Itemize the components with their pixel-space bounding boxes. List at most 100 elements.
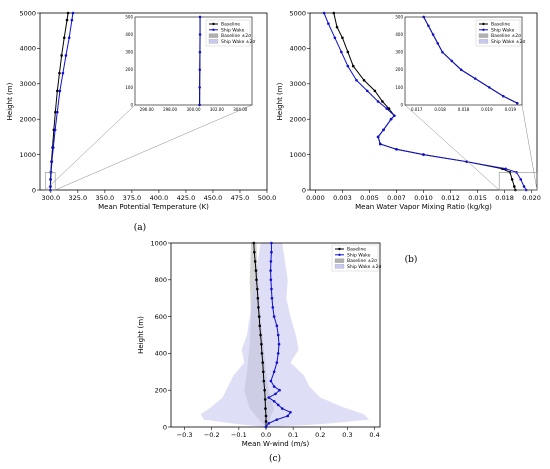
- series-line-baseline: [253, 242, 267, 427]
- data-point: [262, 379, 266, 383]
- data-point: [261, 370, 265, 374]
- data-point: [269, 379, 273, 383]
- data-point: [271, 306, 275, 309]
- data-point: [427, 24, 430, 27]
- legend-entry: Ship Wake: [221, 27, 245, 33]
- data-point: [270, 287, 273, 291]
- data-point: [332, 11, 336, 15]
- data-point: [58, 71, 61, 75]
- zoom-region: [45, 172, 56, 191]
- data-point: [278, 388, 281, 392]
- y-tick-label: 1000: [289, 151, 306, 159]
- data-point: [376, 100, 380, 103]
- x-axis-label: Mean Water Vapor Mixing Ratio (kg/kg): [355, 203, 492, 211]
- y-tick-label: 2000: [289, 116, 306, 124]
- data-point: [269, 269, 272, 272]
- data-point: [64, 54, 68, 57]
- data-point: [275, 361, 279, 364]
- x-tick-label: 0.2: [315, 431, 325, 439]
- x-tick-label: 325.0: [69, 194, 88, 202]
- y-tick-label: 0: [302, 186, 306, 194]
- data-point: [276, 403, 280, 407]
- data-point: [275, 418, 279, 421]
- data-point: [351, 64, 355, 68]
- series-line-ship-wake: [49, 12, 74, 190]
- series-line-ship-wake: [265, 243, 292, 428]
- data-point: [322, 11, 326, 15]
- data-point: [422, 15, 425, 19]
- data-point: [258, 324, 262, 328]
- data-point: [261, 361, 265, 364]
- data-point: [254, 269, 258, 272]
- data-point: [256, 296, 260, 300]
- data-point: [257, 315, 261, 318]
- data-point: [264, 414, 268, 418]
- data-point: [198, 68, 202, 72]
- legend-marker: [338, 247, 341, 251]
- legend-marker: [212, 28, 215, 31]
- sigma-band: [200, 243, 370, 427]
- data-point: [289, 410, 292, 414]
- data-point: [62, 36, 66, 40]
- plot-frame: [170, 242, 381, 428]
- legend-marker: [482, 28, 485, 31]
- inset-y-tick-label: 200: [395, 67, 403, 72]
- data-point: [264, 407, 267, 410]
- y-tick-label: 2000: [19, 116, 36, 124]
- data-point: [257, 306, 260, 309]
- legend-swatch: [208, 39, 219, 44]
- data-point: [198, 86, 201, 89]
- data-point: [519, 178, 523, 181]
- data-point: [67, 36, 71, 40]
- data-point: [382, 128, 385, 132]
- x-tick-label: 500.0: [258, 194, 277, 202]
- legend-swatch: [208, 33, 219, 38]
- data-point: [264, 420, 268, 423]
- x-tick-label: −0.3: [177, 431, 193, 439]
- data-point: [260, 342, 263, 346]
- data-point: [272, 399, 276, 403]
- data-point: [50, 160, 54, 163]
- data-point: [341, 36, 344, 40]
- data-point: [280, 407, 284, 410]
- x-tick-label: 350.0: [96, 194, 115, 202]
- data-point: [522, 185, 526, 188]
- data-point: [263, 398, 267, 401]
- data-point: [327, 22, 330, 25]
- data-point: [333, 36, 337, 40]
- x-tick-label: 425.0: [177, 194, 196, 202]
- zoom-connector: [55, 104, 253, 191]
- data-point: [256, 287, 259, 291]
- legend-entry: Baseline: [491, 22, 510, 28]
- data-point: [269, 278, 273, 282]
- inset-y-tick-label: 100: [125, 85, 133, 90]
- x-tick-label: 375.0: [123, 194, 142, 202]
- inset-y-tick-label: 400: [125, 32, 133, 37]
- inset-y-tick-label: 100: [395, 85, 403, 90]
- x-tick-label: 0.005: [360, 194, 379, 202]
- x-tick-label: 0.0: [261, 431, 271, 439]
- inset-y-tick-label: 200: [125, 67, 133, 72]
- x-tick-label: 0.003: [333, 194, 352, 202]
- legend-entry: Ship Wake ±2σ: [221, 39, 255, 45]
- data-point: [346, 64, 350, 68]
- legend-swatch: [478, 33, 489, 38]
- x-tick-label: 0.1: [288, 431, 298, 439]
- x-tick-label: 0.000: [306, 194, 325, 202]
- x-tick-label: 400.0: [150, 194, 169, 202]
- inset-y-tick-label: 500: [125, 14, 133, 19]
- legend-marker: [338, 253, 341, 256]
- inset-y-tick-label: 300: [395, 50, 403, 55]
- y-tick-label: 400: [155, 350, 167, 358]
- zoom-connector: [404, 104, 500, 191]
- data-point: [381, 100, 384, 103]
- y-tick-label: 3000: [19, 80, 36, 88]
- data-point: [49, 185, 52, 188]
- x-tick-label: −0.1: [231, 431, 247, 439]
- data-point: [450, 59, 453, 63]
- data-point: [340, 50, 343, 54]
- zoom-connector: [521, 104, 538, 191]
- data-point: [198, 103, 201, 107]
- y-tick-label: 0: [32, 186, 36, 194]
